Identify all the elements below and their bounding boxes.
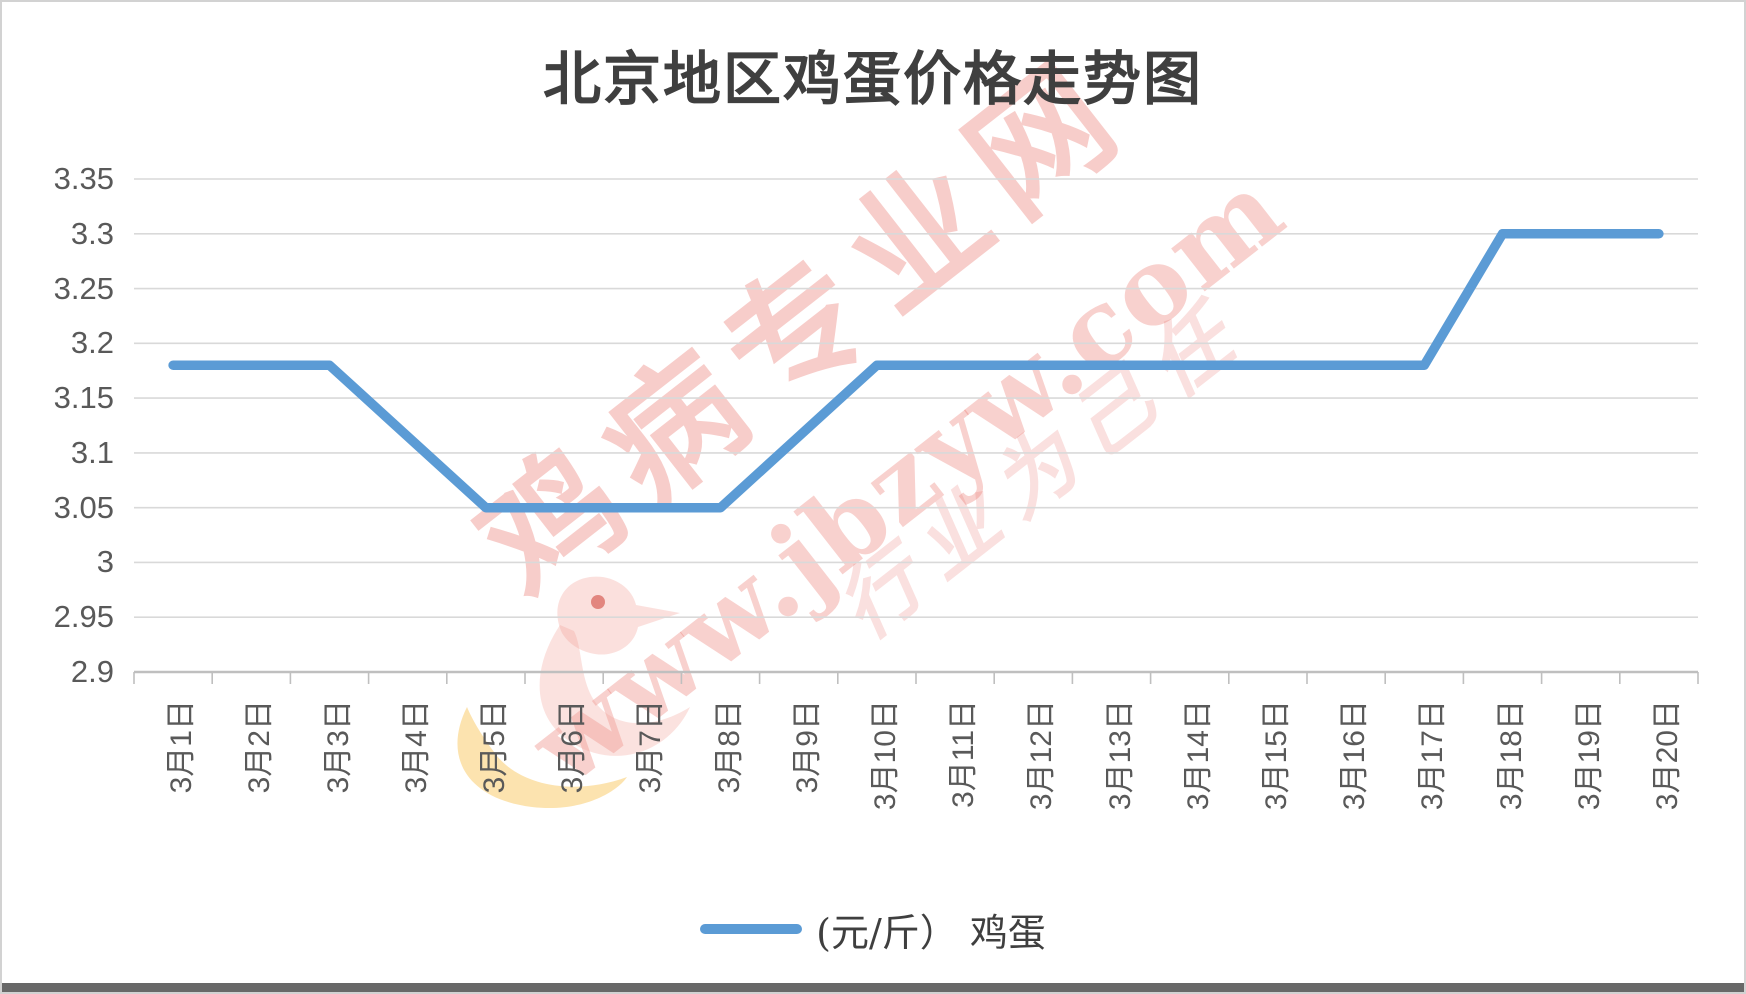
bird-eye [591, 595, 605, 609]
x-axis-tick-label: 3月14日 [1181, 700, 1215, 811]
x-axis-tick-label: 3月13日 [1103, 700, 1137, 811]
x-axis-tick-label: 3月6日 [556, 700, 590, 794]
x-axis-tick-label: 3月19日 [1572, 700, 1606, 811]
x-axis-tick-label: 3月16日 [1338, 700, 1372, 811]
x-axis-tick-label: 3月9日 [790, 700, 824, 794]
y-axis-tick-label: 3.05 [53, 489, 114, 525]
y-axis-tick-label: 3.2 [70, 325, 114, 361]
bird-logo [457, 576, 690, 809]
x-axis-tick-label: 3月11日 [947, 700, 981, 808]
y-axis-tick-label: 2.95 [53, 599, 114, 635]
x-axis-tick-label: 3月4日 [399, 700, 433, 794]
x-axis-tick-label: 3月5日 [477, 700, 511, 794]
x-axis-tick-label: 3月10日 [868, 700, 902, 811]
legend-line-swatch [700, 924, 803, 934]
bottom-edge-bar [2, 983, 1744, 992]
legend-series-label: (元/斤） 鸡蛋 [816, 910, 1046, 955]
x-axis-tick-label: 3月20日 [1650, 700, 1684, 811]
x-axis-tick-label: 3月17日 [1416, 700, 1450, 811]
x-axis-tick-label: 3月12日 [1025, 700, 1059, 811]
x-axis-tick-label: 3月7日 [634, 700, 668, 794]
x-axis-tick-label: 3月1日 [165, 700, 199, 794]
y-axis-tick-label: 3.15 [53, 380, 114, 416]
x-axis-tick-label: 3月3日 [321, 700, 355, 794]
y-axis-tick-label: 3 [96, 544, 114, 580]
y-axis-tick-label: 3.1 [70, 434, 114, 470]
chart-title: 北京地区鸡蛋价格走势图 [542, 45, 1203, 113]
y-axis-tick-label: 3.3 [70, 215, 114, 251]
x-axis-tick-label: 3月2日 [243, 700, 277, 794]
price-line-series [168, 229, 1664, 513]
legend: (元/斤） 鸡蛋 [2, 904, 1744, 955]
x-axis-tick-label: 3月18日 [1494, 700, 1528, 811]
x-axis-tick-label: 3月8日 [712, 700, 746, 794]
y-axis-tick-label: 3.25 [53, 270, 114, 306]
x-axis-tick-label: 3月15日 [1259, 700, 1293, 811]
y-axis-tick-label: 2.9 [70, 654, 114, 689]
y-axis-tick-label: 3.35 [53, 161, 114, 196]
